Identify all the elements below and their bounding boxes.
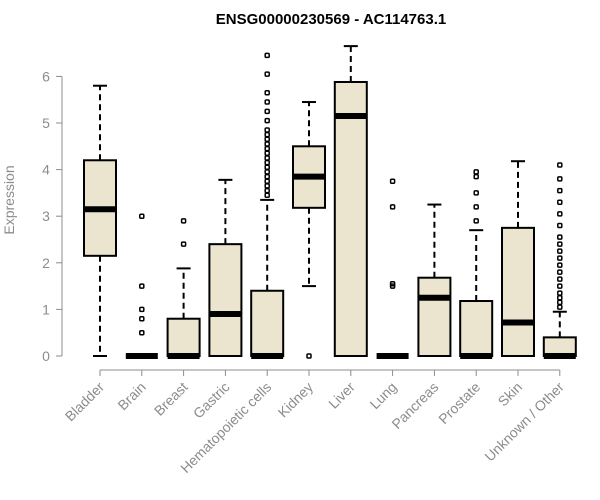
- outlier-point: [264, 155, 270, 161]
- outlier-point: [139, 329, 145, 336]
- outlier-point: [306, 353, 312, 359]
- outlier-point: [264, 141, 270, 147]
- outlier-point: [557, 241, 563, 247]
- outlier-point: [180, 218, 187, 224]
- box-group: [501, 160, 535, 357]
- outlier-point: [557, 222, 563, 229]
- outlier-point: [557, 262, 563, 268]
- box-group: [459, 169, 494, 359]
- y-tick-label: 5: [42, 115, 50, 131]
- outlier-point: [264, 136, 270, 143]
- chart-title: ENSG00000230569 - AC114763.1: [216, 11, 446, 28]
- outlier-point: [557, 269, 563, 275]
- y-tick-label: 3: [42, 208, 50, 224]
- outlier-point: [389, 204, 396, 210]
- x-tick-label: Kidney: [275, 379, 317, 421]
- box-group: [292, 101, 326, 359]
- outlier-point: [264, 164, 270, 171]
- outlier-point: [473, 169, 479, 175]
- outlier-point: [139, 315, 145, 322]
- box-rect: [333, 80, 368, 357]
- x-tick-label: Lung: [366, 379, 399, 412]
- outlier-point: [557, 187, 563, 194]
- outlier-point: [264, 150, 270, 157]
- x-tick-label: Brain: [114, 379, 148, 413]
- y-tick-label: 1: [42, 301, 50, 317]
- outlier-point: [139, 283, 145, 289]
- box-rect: [208, 243, 243, 357]
- outlier-point: [264, 89, 270, 96]
- outlier-point: [557, 199, 563, 205]
- outlier-point: [264, 131, 270, 138]
- outlier-point: [264, 192, 270, 198]
- outlier-point: [557, 276, 563, 282]
- y-tick-label: 0: [42, 348, 50, 364]
- outlier-point: [557, 211, 563, 217]
- box-rect: [459, 300, 494, 357]
- outlier-point: [264, 52, 270, 59]
- outlier-point: [264, 169, 270, 175]
- outlier-point: [264, 183, 270, 189]
- x-tick-label: Liver: [325, 379, 358, 412]
- outlier-point: [264, 127, 270, 133]
- outlier-point: [557, 304, 563, 310]
- outlier-point: [264, 173, 270, 180]
- outlier-point: [139, 306, 145, 313]
- outlier-point: [389, 178, 396, 184]
- box-group: [166, 218, 201, 359]
- outlier-point: [139, 213, 145, 219]
- x-tick-label: Bladder: [62, 379, 108, 425]
- outlier-point: [557, 255, 563, 261]
- box-rect: [250, 289, 285, 358]
- outlier-point: [264, 145, 270, 152]
- box-rect: [501, 226, 535, 357]
- outlier-point: [264, 108, 270, 115]
- box-group: [376, 178, 409, 359]
- box-group: [83, 84, 117, 357]
- plot-area: [83, 45, 577, 359]
- box-group: [125, 213, 158, 359]
- box-group: [417, 203, 452, 358]
- y-tick-label: 2: [42, 255, 50, 271]
- x-tick-label: Prostate: [435, 379, 483, 427]
- box-group: [333, 45, 368, 357]
- outlier-point: [389, 281, 396, 287]
- x-tick-label: Breast: [151, 379, 191, 419]
- outlier-point: [557, 176, 563, 182]
- box-group: [250, 52, 285, 359]
- outlier-point: [473, 204, 479, 210]
- x-tick-label: Skin: [495, 379, 526, 410]
- box-rect: [417, 276, 452, 358]
- x-tick-label: Unknown / Other: [481, 379, 567, 465]
- y-tick-label: 6: [42, 68, 50, 84]
- outlier-point: [180, 241, 187, 247]
- outlier-point: [264, 159, 270, 166]
- outlier-point: [264, 117, 270, 124]
- outlier-point: [557, 248, 563, 254]
- y-axis-label: Expression: [1, 165, 17, 234]
- outlier-point: [264, 99, 270, 105]
- outlier-point: [557, 299, 563, 306]
- outlier-point: [473, 218, 479, 224]
- y-axis: 0 1 2 3 4 5 6: [42, 68, 63, 364]
- outlier-point: [557, 283, 563, 289]
- outlier-point: [473, 190, 479, 196]
- outlier-point: [264, 187, 270, 194]
- outlier-point: [557, 295, 563, 301]
- box-rect: [166, 317, 201, 357]
- outlier-point: [557, 234, 563, 240]
- outlier-point: [473, 173, 479, 180]
- outlier-point: [557, 290, 563, 296]
- outlier-point: [264, 178, 270, 184]
- outlier-point: [264, 71, 270, 77]
- outlier-point: [557, 162, 563, 168]
- box-group: [542, 162, 577, 359]
- box-group: [208, 178, 243, 357]
- y-tick-label: 4: [42, 162, 50, 178]
